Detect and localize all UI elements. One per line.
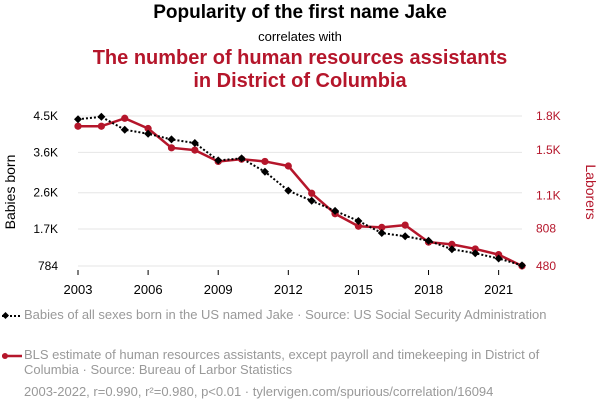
series1-point-2010 (237, 154, 246, 163)
legend-label-series2: BLS estimate of human resources assistan… (24, 347, 540, 377)
x-axis: 2003 2006 2009 2012 2015 2018 2021 (64, 270, 513, 297)
series2-point-2008 (191, 146, 199, 154)
x-tick-label-2003: 2003 (64, 282, 93, 297)
footer-stats: 2003-2022, r=0.990, r²=0.980, p<0.01 · t… (24, 384, 494, 399)
y-axis-label-right: Laborers (583, 164, 599, 219)
line-chart: 2003 2006 2009 2012 2015 2018 2021 784 1.7K 2.6K… (2, 109, 599, 297)
chart-connector: correlates with (258, 29, 342, 44)
x-tick-label-2012: 2012 (274, 282, 303, 297)
series2-point-2017 (401, 221, 409, 229)
y-axis-left: 784 1.7K 2.6K 3.6K 4.5K (33, 109, 58, 273)
series1-point-2014 (331, 206, 340, 215)
legend-label-series1: Babies of all sexes born in the US named… (24, 307, 547, 322)
x-tick-label-2006: 2006 (134, 282, 163, 297)
series2-point-2005 (121, 114, 129, 122)
y-right-tick-label-2: 1.1K (536, 189, 561, 203)
x-tick-label-2009: 2009 (204, 282, 233, 297)
series1-point-2011 (260, 167, 269, 176)
series1-point-2006 (144, 129, 153, 138)
series1-point-2021 (494, 254, 503, 263)
series1-point-2020 (471, 249, 480, 258)
legend-marker-series2 (2, 353, 22, 359)
series-layer (74, 112, 526, 270)
series1-point-2007 (167, 135, 176, 144)
series2-point-2016 (378, 223, 386, 231)
x-tick-label-2021: 2021 (484, 282, 513, 297)
title2-line1: The number of human resources assistants (92, 47, 508, 69)
y-axis-label-left: Babies born (2, 155, 18, 230)
series1-point-2008 (190, 139, 199, 148)
series1-point-2022 (518, 261, 526, 270)
series2-point-2003 (74, 122, 82, 130)
series1-point-2013 (307, 196, 316, 205)
series1-point-2019 (447, 245, 456, 254)
grid (78, 115, 522, 267)
series1-point-2012 (284, 186, 293, 195)
title2-line2: in District of Columbia (193, 70, 407, 92)
legend-marker-series1 (1, 311, 22, 320)
series1-point-2017 (401, 232, 410, 241)
y-left-tick-label-1: 1.7K (33, 222, 58, 236)
series2-point-2006 (144, 124, 152, 133)
y-right-tick-label-0: 480 (536, 259, 556, 273)
series1-point-2003 (74, 115, 82, 124)
y-right-tick-label-3: 1.5K (536, 143, 561, 157)
series1-line (77, 115, 523, 267)
series2-point-2007 (167, 144, 176, 152)
series2-line (78, 117, 523, 268)
x-tick-label-2015: 2015 (344, 282, 373, 297)
series2-point-2019 (448, 240, 456, 249)
series1-point-2005 (120, 125, 129, 134)
series1-point-2009 (214, 156, 223, 165)
y-right-tick-label-4: 1.8K (536, 109, 561, 123)
series1-point-2015 (354, 216, 363, 225)
chart-title-secondary: The number of human resources assistants… (0, 47, 600, 93)
series2-point-2013 (308, 189, 316, 197)
y-left-tick-label-0: 784 (38, 259, 58, 273)
chart-title: Popularity of the first name Jake (153, 2, 447, 23)
series2-point-2015 (354, 222, 363, 230)
series2-point-2012 (284, 162, 292, 170)
y-right-tick-label-1: 808 (536, 222, 556, 236)
series1-point-2018 (424, 236, 433, 245)
series1-point-2004 (97, 112, 106, 121)
x-tick-label-2018: 2018 (414, 282, 443, 297)
y-left-tick-label-2: 2.6K (33, 186, 58, 200)
series1-point-2016 (377, 229, 386, 238)
y-axis-right: 480 808 1.1K 1.5K 1.8K (536, 109, 561, 273)
series2-point-2004 (97, 122, 105, 130)
series2-point-2020 (471, 245, 479, 253)
y-left-tick-label-4: 4.5K (33, 109, 58, 123)
y-left-tick-label-3: 3.6K (33, 145, 58, 159)
series2-point-2011 (261, 157, 269, 166)
